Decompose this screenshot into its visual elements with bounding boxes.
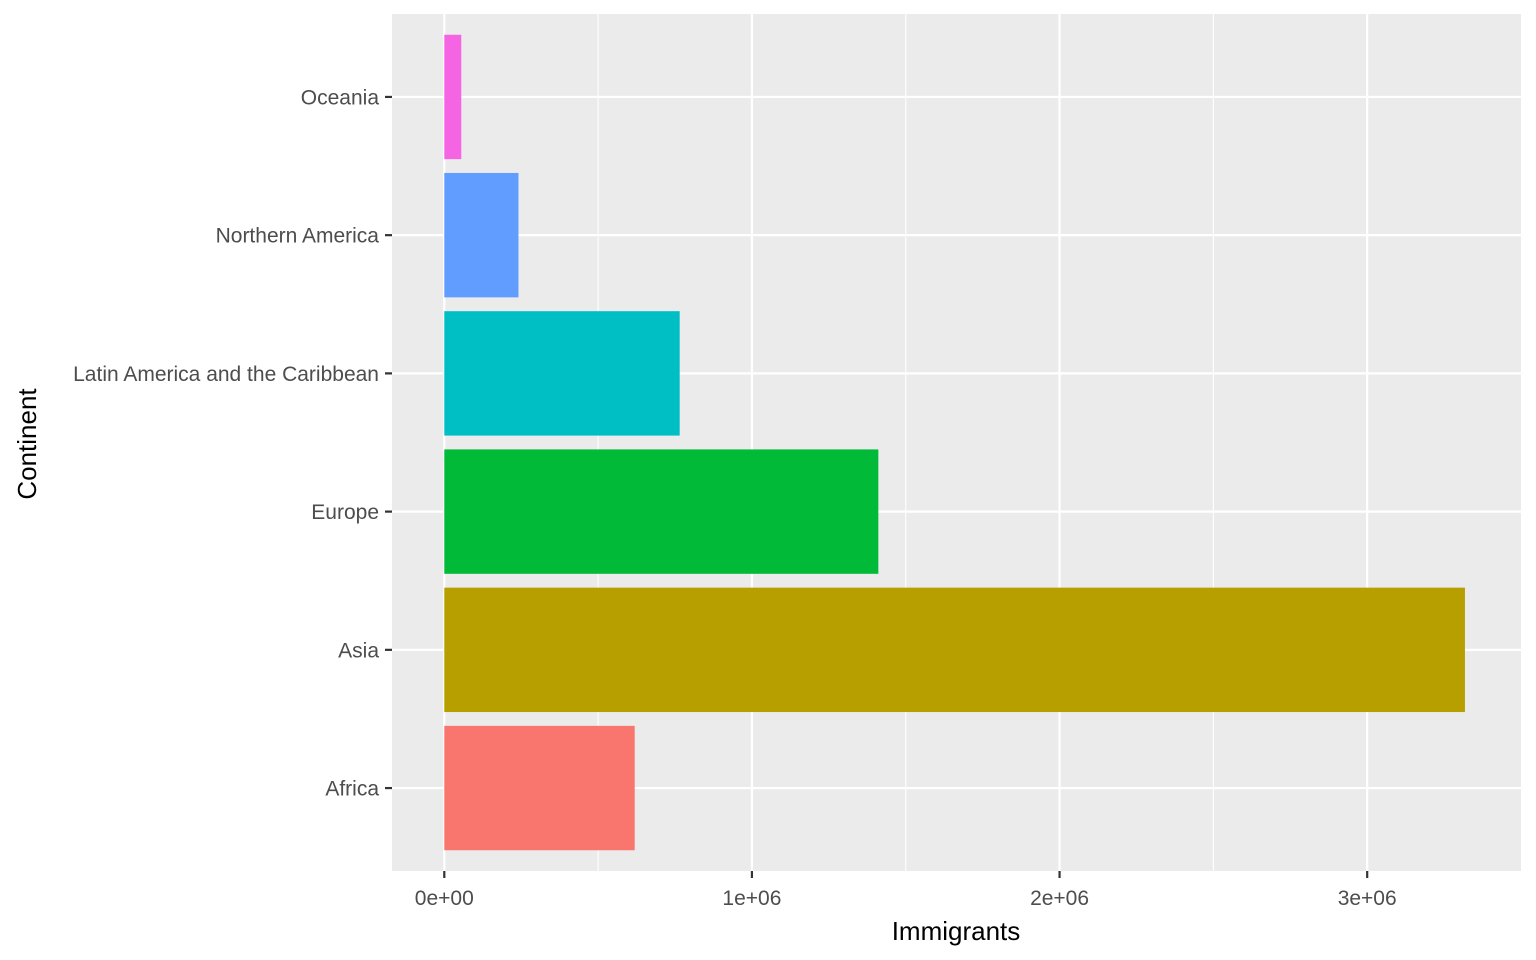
bar-oceania xyxy=(444,34,462,160)
x-tick-label: 1e+06 xyxy=(722,887,781,910)
y-tick-label: Oceania xyxy=(301,86,380,109)
y-tick-label: Latin America and the Caribbean xyxy=(73,363,379,386)
x-tick-label: 0e+00 xyxy=(415,887,474,910)
y-axis-title: Continent xyxy=(12,388,42,500)
bar-asia xyxy=(444,587,1465,713)
bar-europe xyxy=(444,449,879,574)
bar-africa xyxy=(444,725,635,851)
x-axis-title: Immigrants xyxy=(892,916,1021,946)
axes: 0e+00 1e+06 2e+06 3e+06 Africa Asia Europe Lati… xyxy=(73,86,1397,910)
x-tick-label: 2e+06 xyxy=(1030,887,1089,910)
bar-northern-america xyxy=(444,172,519,298)
x-tick-label: 3e+06 xyxy=(1338,887,1397,910)
y-tick-label: Northern America xyxy=(216,225,380,248)
y-tick-label: Asia xyxy=(338,639,379,662)
bars xyxy=(444,34,1465,851)
y-tick-label: Africa xyxy=(325,778,379,801)
y-tick-label: Europe xyxy=(311,501,379,524)
bar-latin-america-and-the-caribbean xyxy=(444,311,680,436)
